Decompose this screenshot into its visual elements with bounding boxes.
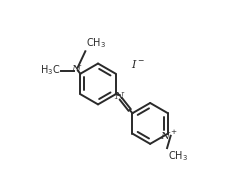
Text: N: N [72, 65, 81, 74]
Text: CH$_3$: CH$_3$ [86, 36, 106, 50]
Text: I$^-$: I$^-$ [131, 58, 145, 70]
Text: N$^+$: N$^+$ [160, 128, 178, 142]
Text: H$_3$C: H$_3$C [40, 63, 61, 77]
Text: N: N [114, 92, 123, 101]
Text: CH$_3$: CH$_3$ [168, 150, 188, 163]
